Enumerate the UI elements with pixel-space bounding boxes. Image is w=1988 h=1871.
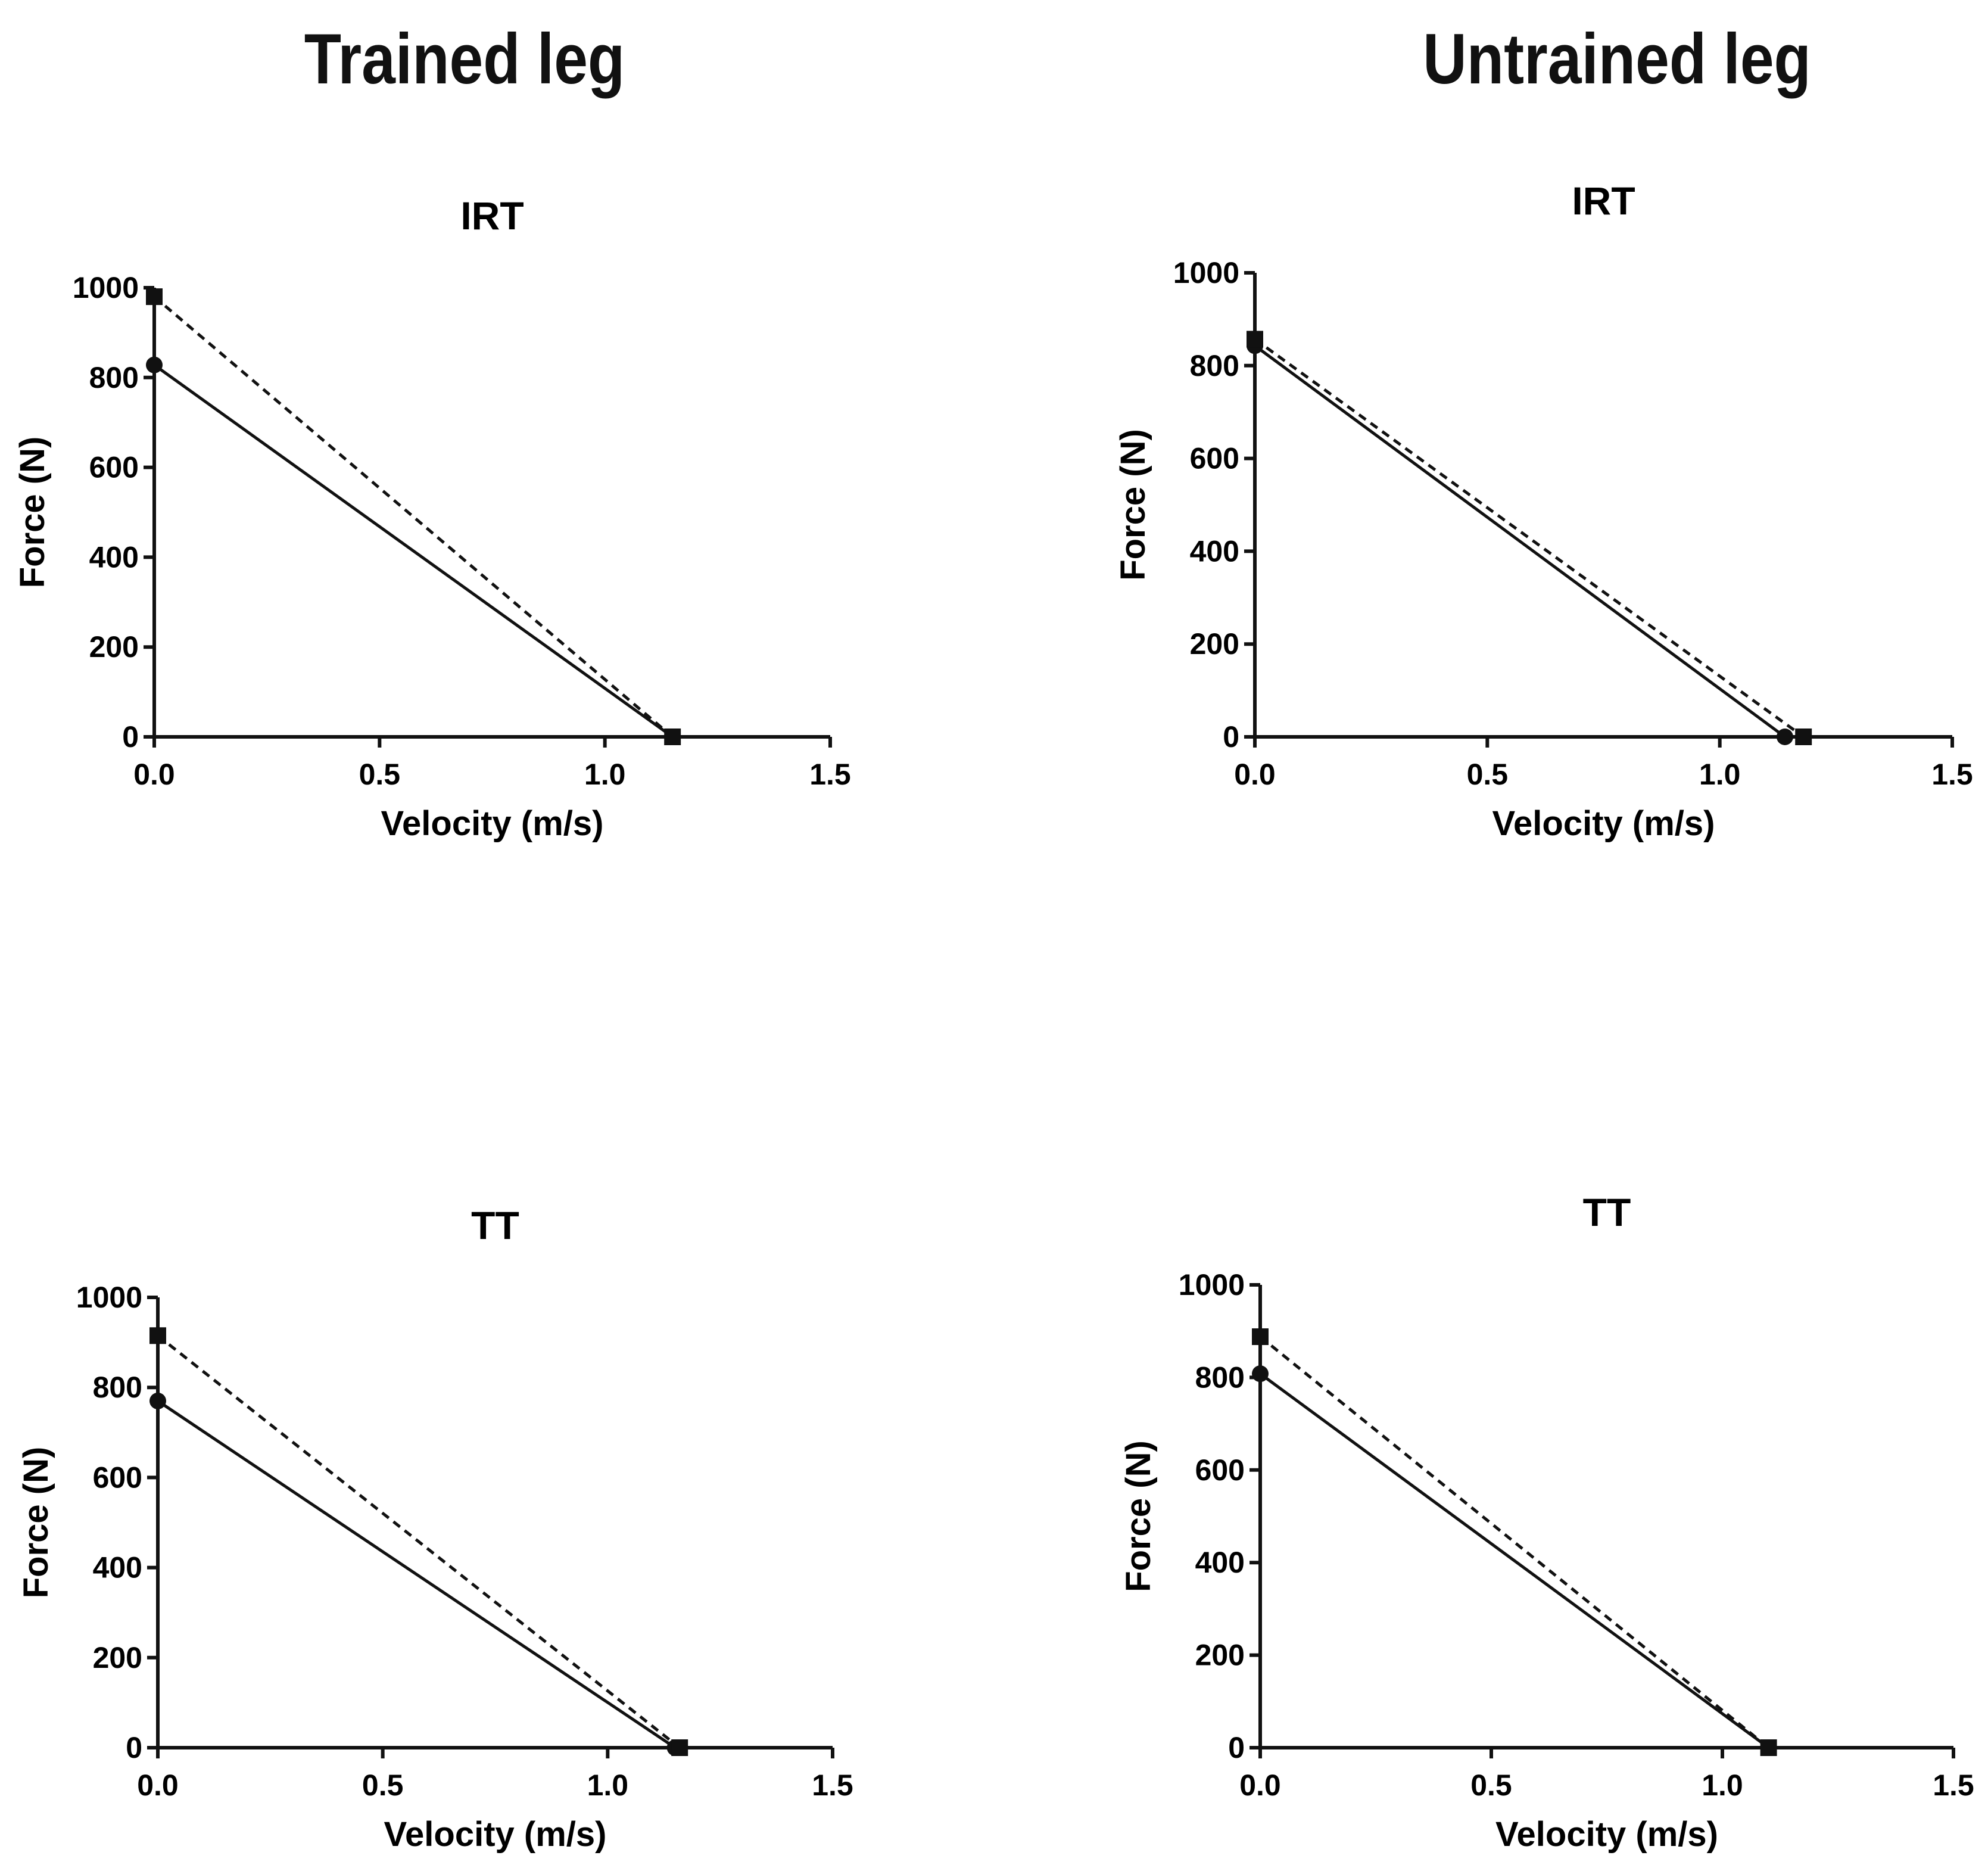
chart-3: TT 0.0 0.5 1.0 1.5 0 200 400 600 800 1000 Velocity …: [17, 1203, 853, 1854]
x-axis-label: Velocity (m/s): [1495, 1815, 1718, 1854]
x-tick-label: 1.5: [1931, 758, 1973, 791]
y-tick-label: 600: [1190, 442, 1239, 475]
y-tick-label: 600: [93, 1461, 142, 1494]
data-point-circle: [1252, 1365, 1269, 1383]
y-tick-label: 0: [122, 720, 139, 754]
y-axis-label: Force (N): [17, 1447, 55, 1599]
data-point-circle: [146, 356, 163, 373]
chart-title: TT: [471, 1203, 519, 1247]
data-point-square: [1760, 1739, 1777, 1756]
y-tick-label: 1000: [1179, 1268, 1245, 1302]
x-tick-label: 0.0: [133, 758, 175, 791]
x-tick-label: 1.5: [809, 758, 851, 791]
y-axis-label: Force (N): [1114, 429, 1152, 581]
x-tick-label: 0.5: [359, 758, 401, 791]
x-axis-label: Velocity (m/s): [1492, 804, 1715, 843]
series-line-2: [153, 295, 674, 738]
y-axis-label: Force (N): [13, 437, 52, 589]
y-tick-label: 600: [89, 451, 139, 484]
x-tick-label: 1.5: [1933, 1769, 1974, 1802]
y-tick-label: 200: [1195, 1639, 1245, 1672]
y-tick-label: 800: [89, 361, 139, 394]
y-tick-label: 200: [1190, 627, 1239, 661]
series-line-2: [1254, 338, 1805, 739]
data-point-square: [146, 288, 163, 306]
x-tick-label: 0.5: [362, 1769, 404, 1802]
data-point-square: [1795, 729, 1812, 745]
y-tick-label: 0: [1223, 720, 1239, 754]
x-tick-label: 1.0: [1702, 1769, 1743, 1802]
data-point-square: [149, 1327, 166, 1344]
series-line-2: [157, 1334, 681, 1749]
y-tick-label: 400: [93, 1551, 142, 1584]
data-point-circle: [1776, 729, 1793, 745]
x-tick-label: 0.5: [1467, 758, 1509, 791]
y-tick-label: 1000: [73, 271, 139, 304]
data-point-square: [671, 1739, 688, 1756]
y-tick-label: 600: [1195, 1453, 1245, 1487]
series-line-1: [157, 1399, 677, 1749]
data-point-square: [1252, 1328, 1269, 1346]
y-tick-label: 800: [1195, 1361, 1245, 1394]
data-point-square: [1247, 331, 1263, 348]
y-tick-label: 200: [93, 1641, 142, 1674]
data-point-square: [664, 729, 681, 745]
y-tick-label: 800: [1190, 349, 1239, 382]
chart-2: IRT 0.0 0.5 1.0 1.5 0 200 400 600 800 1000 Velocity…: [1114, 179, 1973, 843]
chart-1: IRT 0.0 0.5 1.0 1.5 0 200 400 600 800 1000 Velocity…: [13, 194, 851, 843]
y-tick-label: 800: [93, 1371, 142, 1404]
y-tick-label: 0: [126, 1731, 142, 1764]
chart-title: IRT: [1572, 179, 1635, 223]
chart-4: TT 0.0 0.5 1.0 1.5 0 200 400 600 800 1000 Velocity …: [1119, 1190, 1974, 1854]
trained-leg-heading: Trained leg: [304, 19, 625, 99]
x-tick-label: 0.0: [1239, 1769, 1281, 1802]
y-tick-label: 1000: [76, 1281, 142, 1314]
series-line-1: [1259, 1372, 1770, 1749]
x-tick-label: 0.0: [1234, 758, 1276, 791]
y-axis-label: Force (N): [1119, 1440, 1158, 1592]
series-line-1: [153, 363, 674, 739]
x-tick-label: 1.5: [812, 1769, 853, 1802]
x-tick-label: 0.5: [1470, 1769, 1512, 1802]
chart-title: IRT: [460, 194, 524, 238]
series-line-1: [1254, 344, 1786, 739]
y-tick-label: 1000: [1173, 256, 1239, 289]
x-axis-label: Velocity (m/s): [384, 1815, 607, 1854]
y-tick-label: 0: [1228, 1731, 1245, 1764]
data-point-circle: [149, 1392, 166, 1409]
chart-title: TT: [1583, 1190, 1631, 1234]
x-axis-label: Velocity (m/s): [381, 804, 604, 843]
x-tick-label: 1.0: [587, 1769, 629, 1802]
y-tick-label: 400: [89, 540, 139, 574]
y-tick-label: 400: [1190, 534, 1239, 568]
x-tick-label: 0.0: [137, 1769, 179, 1802]
series-line-2: [1259, 1335, 1770, 1749]
y-tick-label: 400: [1195, 1546, 1245, 1579]
untrained-leg-heading: Untrained leg: [1423, 19, 1811, 99]
x-tick-label: 1.0: [1699, 758, 1741, 791]
y-tick-label: 200: [89, 630, 139, 664]
x-tick-label: 1.0: [584, 758, 626, 791]
